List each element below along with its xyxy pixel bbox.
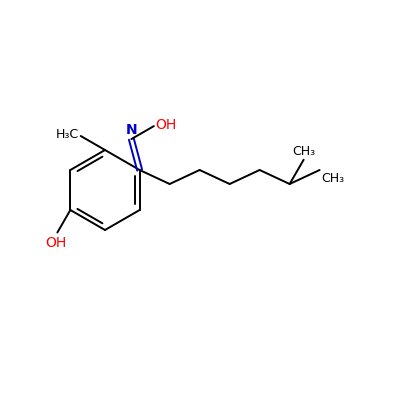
Text: H₃C: H₃C — [56, 128, 79, 142]
Text: CH₃: CH₃ — [292, 145, 315, 158]
Text: CH₃: CH₃ — [322, 172, 345, 185]
Text: OH: OH — [155, 118, 176, 132]
Text: N: N — [126, 123, 137, 137]
Text: OH: OH — [46, 236, 67, 250]
